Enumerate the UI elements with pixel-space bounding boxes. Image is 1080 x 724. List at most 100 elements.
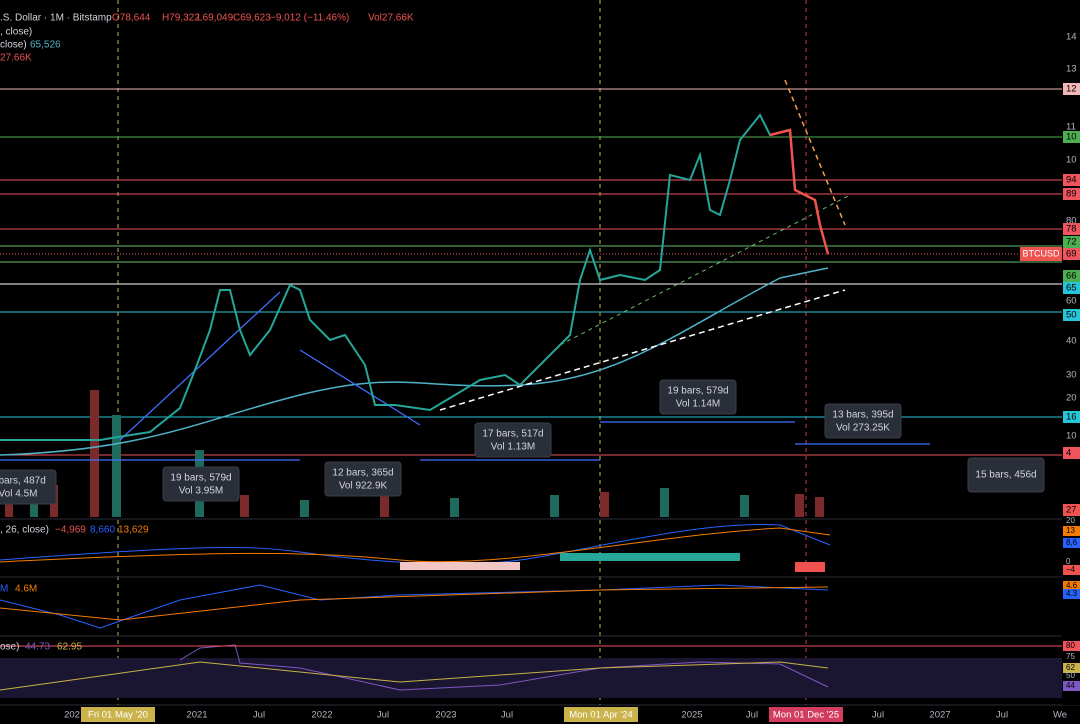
pane-axis-label: 62 <box>1066 663 1075 672</box>
price-label: 50 <box>1066 310 1077 321</box>
price-label-bg <box>1063 236 1080 248</box>
measure-box <box>162 466 240 502</box>
trendline <box>439 289 846 411</box>
measure-text: Vol 1.14M <box>676 399 720 410</box>
symbol: .S. Dollar · 1M · Bitstamp <box>0 13 112 24</box>
trendline <box>784 79 846 226</box>
price-label: 11 <box>1066 122 1076 133</box>
annotations: 19 bars, 579d Vol 1.14M 17 bars, 517d Vol 1… <box>0 379 1045 505</box>
price-label: 13 <box>1066 64 1077 75</box>
price-label: 12 <box>1066 84 1077 95</box>
price-label: 10 <box>1066 132 1077 143</box>
pane-axis-label: −4 <box>1066 565 1076 574</box>
price-label: 20 <box>1066 393 1077 404</box>
signal-line <box>0 527 831 563</box>
price-label: 40 <box>1066 336 1077 347</box>
price-label: 66 <box>1066 271 1077 282</box>
pane-label-bg <box>1063 526 1080 536</box>
time-label: 202 <box>64 710 80 721</box>
measure-text: Vol 3.95M <box>179 486 223 497</box>
measure-text: 3 bars, 487d <box>0 476 46 487</box>
price-label-bg <box>1063 270 1080 282</box>
price-label: 27 <box>1066 505 1077 516</box>
price-line-recent <box>769 128 830 255</box>
ohlc: L69,049 <box>197 13 234 24</box>
pane-axis-label: 4.6 <box>1066 581 1078 590</box>
symbol-tag: BTCUSD <box>1022 248 1060 258</box>
price-label-bg <box>1063 131 1080 143</box>
price-label-bg <box>1063 309 1080 321</box>
macd-value: 8,660 <box>90 525 115 536</box>
measure-text: 12 bars, 365d <box>332 468 393 479</box>
pane-label-bg <box>1063 565 1080 575</box>
time-label: 2023 <box>435 710 456 721</box>
measure-text: Vol 922.9K <box>339 481 388 492</box>
time-label: Jul <box>501 710 513 721</box>
date-highlight <box>564 707 638 722</box>
price-label: 60 <box>1066 296 1077 307</box>
measure-text: Vol 273.25K <box>836 423 890 434</box>
pane-label-bg <box>1063 641 1080 651</box>
indicator-value: 27.66K <box>0 53 32 64</box>
measure-text: 15 bars, 456d <box>975 470 1036 481</box>
pane-label-bg <box>1063 581 1080 591</box>
measure-box <box>474 422 552 458</box>
pane-axis-label: 50 <box>1066 671 1075 680</box>
macd-histogram <box>795 562 825 572</box>
measure-box <box>824 403 902 439</box>
pane-label-bg <box>1063 663 1080 673</box>
pane-label-bg <box>1063 538 1080 548</box>
macd-value: −4,969 <box>55 525 86 536</box>
pane-axis-label: 75 <box>1066 652 1075 661</box>
obv-label: M <box>0 584 8 595</box>
pane-label-bg <box>1063 681 1080 691</box>
time-label: 2021 <box>186 710 207 721</box>
measure-text: 19 bars, 579d <box>170 473 231 484</box>
indicator-label: close) <box>0 40 27 51</box>
pane-labels: , 26, close) −4,969 8,660 13,629 M 4.6M … <box>0 525 149 653</box>
trendline <box>559 194 851 346</box>
price-label: 14 <box>1066 32 1077 43</box>
price-label-bg <box>1063 248 1080 260</box>
macd-histogram <box>400 562 520 570</box>
level-lines <box>0 88 1062 456</box>
date-highlight <box>81 707 155 722</box>
price-label-bg <box>1063 223 1080 235</box>
time-label: Jul <box>746 710 758 721</box>
price-label: 78 <box>1066 224 1077 235</box>
moving-average <box>0 267 829 456</box>
change: −9,012 (−11.46%) <box>270 13 349 24</box>
time-label: Mon 01 Apr '24 <box>569 710 633 721</box>
pane-axis-label: 80 <box>1066 641 1075 650</box>
measure-text: Vol 4.5M <box>0 489 37 500</box>
rsi-value: 44.73 <box>25 642 50 653</box>
price-label: 80 <box>1066 216 1077 227</box>
time-label: Jul <box>377 710 389 721</box>
measure-box <box>324 461 402 497</box>
pane-axis-label: 8,6 <box>1066 538 1078 547</box>
pane-axis-label: 13 <box>1066 526 1075 535</box>
obv-ma <box>0 586 829 621</box>
pane-axis-label: 4.3 <box>1066 589 1078 598</box>
volume: Vol27.66K <box>368 13 414 24</box>
pane-axis-label: 20 <box>1066 516 1075 525</box>
price-label: 10 <box>1066 431 1077 442</box>
obv-value: 4.6M <box>15 584 37 595</box>
header: .S. Dollar · 1M · Bitstamp O78,644 H79,3… <box>0 13 414 64</box>
ohlc: C69,623 <box>233 13 271 24</box>
measure-text: 17 bars, 517d <box>482 429 543 440</box>
time-label: 2027 <box>929 710 950 721</box>
price-line <box>0 113 829 441</box>
price-label: 69 <box>1066 249 1077 260</box>
price-label: 94 <box>1066 175 1077 186</box>
price-label-bg <box>1063 282 1080 294</box>
obv-line <box>0 584 829 629</box>
ohlc: H79,322 <box>162 13 200 24</box>
price-label: 10 <box>1066 155 1077 166</box>
measure-text: Vol 1.13M <box>491 442 535 453</box>
symbol-tag-bg <box>1020 247 1062 261</box>
rsi-ma <box>0 661 829 691</box>
ohlc: O78,644 <box>112 13 151 24</box>
